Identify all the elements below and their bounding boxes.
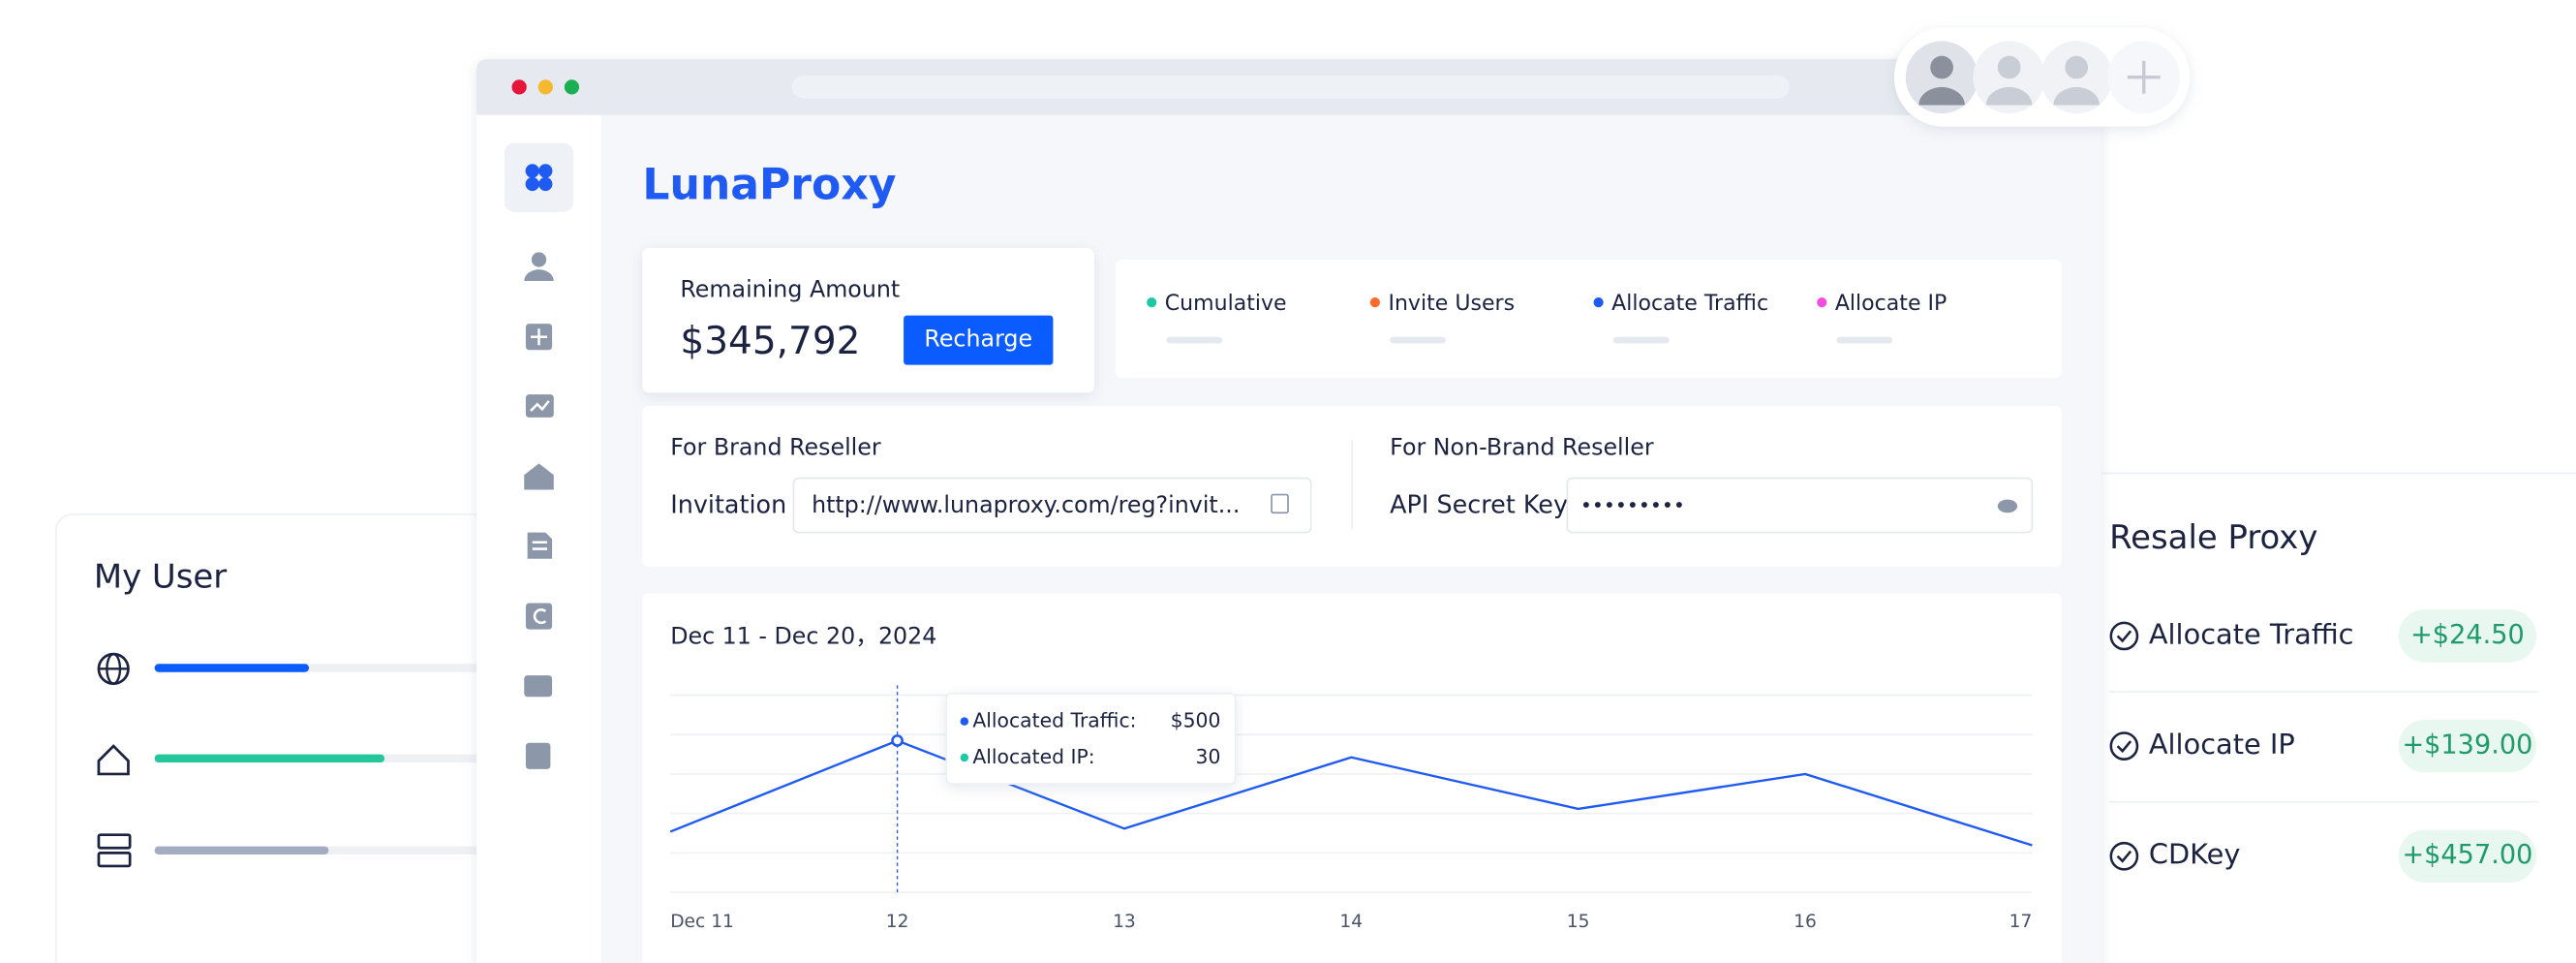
- item-amount: +$457.00: [2402, 840, 2532, 870]
- legend-placeholder: [1390, 336, 1446, 344]
- avatar-head: [1997, 55, 2021, 79]
- recharge-label: Recharge: [924, 326, 1032, 353]
- x-tick-label: Dec 11: [670, 912, 734, 932]
- chart-card: [642, 593, 2062, 963]
- check-mark: [2116, 630, 2132, 643]
- amount-pill: [2398, 719, 2537, 773]
- legend-dot: [1593, 297, 1604, 308]
- progress: [154, 846, 329, 855]
- avatar-head: [1930, 55, 1953, 79]
- item-amount: +$139.00: [2402, 730, 2532, 761]
- nav-wallet[interactable]: [524, 675, 553, 698]
- amount-pill: [2398, 609, 2537, 663]
- tooltip-value: 30: [1196, 745, 1221, 768]
- amount-pill: [2398, 829, 2537, 883]
- check-mark: [2116, 740, 2132, 754]
- server-icon: [97, 833, 132, 850]
- eye-icon[interactable]: [1997, 499, 2018, 513]
- legend-dot: [1817, 297, 1827, 308]
- chart-title: Dec 11 - Dec 20，2024: [670, 623, 936, 650]
- invitation-field[interactable]: [792, 477, 1312, 534]
- legend-placeholder: [1836, 336, 1893, 344]
- x-tick-label: 13: [1113, 912, 1136, 932]
- nav-doc[interactable]: [527, 532, 553, 559]
- secret-field[interactable]: [1566, 477, 2034, 534]
- avatar-group: [1893, 27, 2191, 127]
- x-tick-label: 15: [1567, 912, 1590, 932]
- legend-placeholder: [1166, 336, 1223, 344]
- section-title: For Brand Reseller: [670, 434, 881, 461]
- legend-label: Allocate Traffic: [1611, 292, 1768, 316]
- legend-card: [1115, 260, 2062, 379]
- check-mark: [2116, 850, 2132, 863]
- tooltip-name: Allocated IP:: [972, 745, 1094, 768]
- x-tick-label: 14: [1339, 912, 1363, 932]
- tooltip: [945, 692, 1237, 785]
- progress: [154, 664, 310, 672]
- tooltip-dot: [960, 717, 969, 726]
- nav-home[interactable]: [504, 142, 574, 212]
- x-tick-label: 16: [1794, 912, 1817, 932]
- address-bar: [791, 76, 1790, 99]
- check-icon: [2109, 731, 2139, 761]
- balance-label: Remaining Amount: [680, 276, 900, 303]
- item-name: Allocate Traffic: [2149, 617, 2354, 650]
- check-icon: [2109, 621, 2139, 651]
- avatar-body: [2053, 86, 2100, 106]
- field-value: http://www.lunaproxy.com/reg?invit...: [812, 491, 1240, 518]
- avatar-body: [1918, 86, 1965, 106]
- item-name: Allocate IP: [2149, 728, 2295, 761]
- legend-label: Allocate IP: [1835, 292, 1947, 316]
- resale-card: Resale Proxy Allocate Traffic +$24.50 Allo…: [2082, 472, 2576, 963]
- home-icon: [97, 744, 130, 776]
- nav-report[interactable]: [525, 742, 551, 769]
- item-amount: +$24.50: [2410, 620, 2525, 650]
- field-value: •••••••••: [1580, 493, 1685, 516]
- balance-amount: $345,792: [680, 320, 860, 363]
- x-tick-label: 12: [886, 912, 909, 932]
- legend-label: Invite Users: [1388, 292, 1515, 316]
- avatar-head: [2065, 55, 2089, 79]
- check-icon: [2109, 841, 2139, 871]
- legend-dot: [1147, 297, 1157, 308]
- hover-point: [891, 734, 904, 747]
- nav-house[interactable]: [524, 463, 554, 490]
- field-label: Invitation: [670, 489, 786, 518]
- recharge-button[interactable]: [904, 315, 1054, 365]
- my-user-card: My User: [54, 513, 517, 963]
- copy-icon[interactable]: [1271, 493, 1289, 514]
- progress: [154, 754, 385, 763]
- nav-user[interactable]: [531, 252, 547, 267]
- tooltip-name: Allocated Traffic:: [972, 709, 1136, 732]
- legend-dot: [1369, 297, 1380, 308]
- tooltip-value: $500: [1171, 709, 1221, 732]
- x-tick-label: 17: [2009, 912, 2033, 932]
- logo: LunaProxy: [642, 160, 896, 209]
- section-title: For Non-Brand Reseller: [1390, 434, 1654, 461]
- field-label: API Secret Key: [1390, 489, 1568, 518]
- app-window: LunaProxy Remaining Amount $345,792 Rech…: [476, 59, 2101, 963]
- tooltip-dot: [960, 753, 969, 762]
- legend-placeholder: [1612, 336, 1670, 344]
- legend-label: Cumulative: [1165, 292, 1287, 316]
- item-name: CDKey: [2149, 838, 2241, 871]
- nav-refresh[interactable]: [525, 603, 553, 630]
- card-title: Resale Proxy: [2109, 518, 2317, 556]
- avatar-body: [1985, 86, 2033, 106]
- card-title: My User: [94, 558, 227, 596]
